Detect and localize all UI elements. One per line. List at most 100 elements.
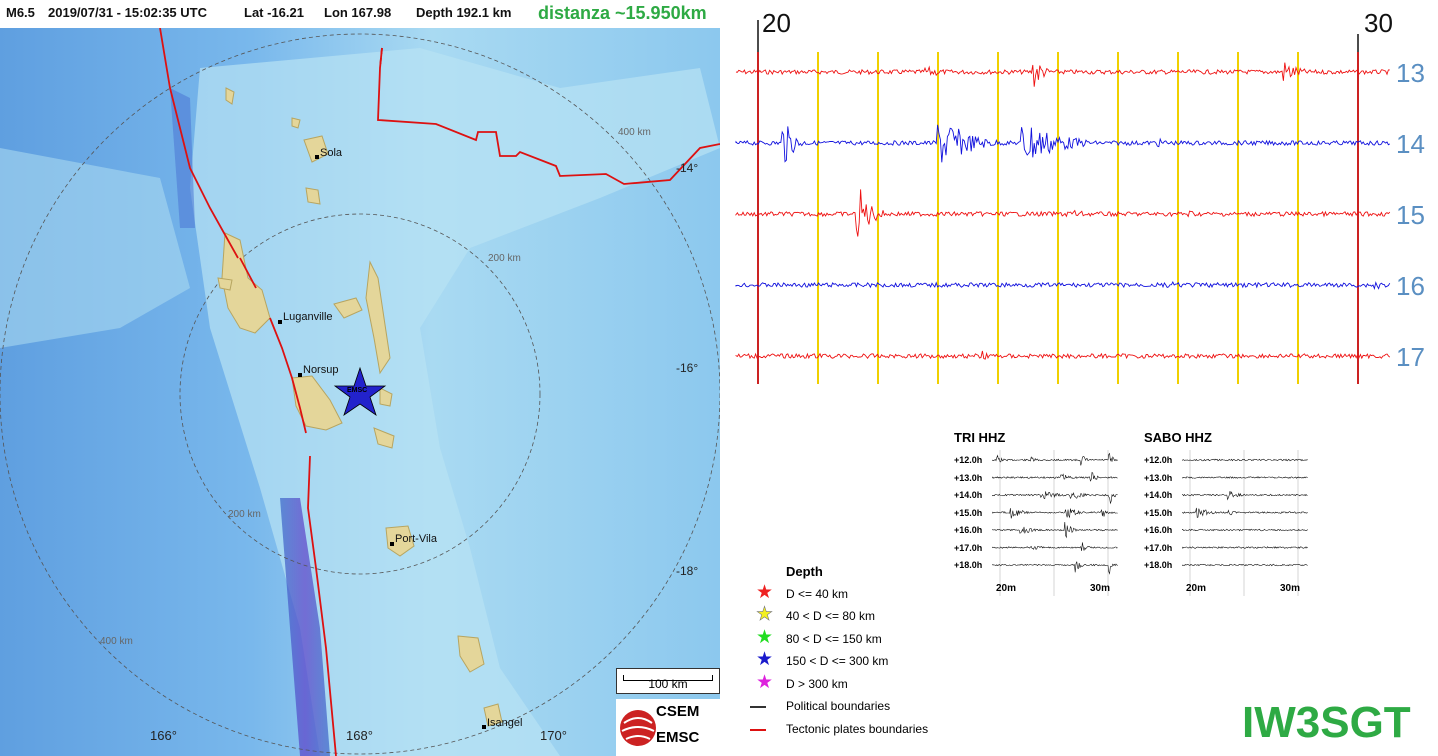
city-dot-isangel [482, 725, 486, 729]
heli-sabo-trace [1182, 563, 1308, 567]
star-blue-icon: ★ [756, 649, 774, 670]
row-label-14: 14 [1396, 129, 1425, 159]
helicorder-sabo-traces [1182, 450, 1308, 596]
heli-sabo-xtick-20: 20m [1186, 583, 1207, 594]
heli-tri-trace [992, 521, 1118, 539]
city-dot-norsup [298, 373, 302, 377]
event-header: M6.5 2019/07/31 - 15:02:35 UTC Lat -16.2… [0, 0, 760, 28]
heli-tri-trace [992, 542, 1118, 551]
longitude-label: Lon 167.98 [324, 5, 392, 20]
row-label-15: 15 [1396, 200, 1425, 230]
lat-tick-14: -14° [676, 161, 699, 175]
plateau-area [0, 148, 190, 348]
helicorder-tri-traces [992, 450, 1118, 596]
lon-tick-166: 166° [150, 728, 177, 743]
heli-sabo-trace [1182, 476, 1308, 479]
heli-tri-trace [992, 471, 1118, 482]
seismic-trace-16 [735, 280, 1391, 290]
trench-area [280, 498, 330, 756]
legend-label-political: Political boundaries [786, 699, 891, 713]
helicorder-tri-title: TRI HHZ [954, 430, 1006, 445]
heli-sabo-row-14: +14.0h [1144, 490, 1173, 500]
heli-sabo-xtick-30: 30m [1280, 583, 1301, 594]
heli-sabo-row-17: +17.0h [1144, 543, 1173, 553]
legend-label-d300: 150 < D <= 300 km [786, 654, 889, 668]
legend-label-dgt300: D > 300 km [786, 677, 848, 691]
helicorder-tri: TRI HHZ +12.0h +13.0h +14.0h +15.0h +16.… [954, 430, 1124, 600]
seismogram-canvas [735, 20, 1391, 384]
globe-logo-icon [620, 710, 656, 746]
tectonic-boundaries [159, 28, 720, 756]
heli-tri-row-17: +17.0h [954, 543, 983, 553]
station-callsign: IW3SGT [1242, 698, 1411, 747]
epicenter-map: Sola Luganville Norsup Port-Vila Isangel… [0, 28, 720, 756]
heli-tri-row-16: +16.0h [954, 525, 983, 535]
trench-north-area [170, 88, 195, 228]
ring-label-200km-ne: 200 km [488, 253, 521, 264]
distance-label: distanza ~15.950km [538, 3, 707, 23]
helicorder-sabo-title: SABO HHZ [1144, 430, 1212, 445]
depth-legend: Depth ★ D <= 40 km ★ 40 < D <= 80 km ★ 8… [750, 560, 970, 750]
star-red-icon: ★ [756, 582, 774, 603]
city-label-isangel: Isangel [487, 717, 523, 729]
legend-label-d40: D <= 40 km [786, 587, 849, 601]
ring-200km [179, 213, 541, 575]
city-label-sola: Sola [320, 147, 343, 159]
city-dot-port-vila [390, 542, 394, 546]
row-label-17: 17 [1396, 342, 1425, 372]
seismic-trace-13 [735, 62, 1390, 87]
seismic-trace-15 [735, 189, 1391, 237]
lon-tick-170: 170° [540, 728, 567, 743]
scale-label: 100 km [648, 677, 688, 691]
heli-sabo-trace [1182, 491, 1308, 501]
heli-tri-row-13: +13.0h [954, 473, 983, 483]
heli-sabo-row-18: +18.0h [1144, 560, 1173, 570]
heli-sabo-row-15: +15.0h [1144, 508, 1173, 518]
row-label-13: 13 [1396, 58, 1425, 88]
heli-tri-trace [992, 491, 1118, 505]
line-black-icon [750, 706, 766, 708]
heli-tri-xtick-20: 20m [996, 583, 1017, 594]
legend-label-d150: 80 < D <= 150 km [786, 632, 882, 646]
heli-tri-xtick-30: 30m [1090, 583, 1111, 594]
map-scale: 100 km [616, 668, 720, 694]
logo-csem-text: CSEM [656, 703, 700, 720]
heli-sabo-trace [1182, 458, 1308, 462]
islands [217, 87, 503, 727]
legend-label-d80: 40 < D <= 80 km [786, 609, 876, 623]
heli-tri-row-18: +18.0h [954, 560, 983, 570]
csem-emsc-logo: CSEM EMSC [616, 699, 720, 756]
logo-emsc-text: EMSC [656, 729, 700, 746]
heli-tri-trace [992, 508, 1118, 519]
city-label-norsup: Norsup [303, 364, 339, 376]
time-tick-30: 30 [1364, 8, 1393, 38]
heli-tri-trace [992, 561, 1118, 575]
lat-tick-18: -18° [676, 564, 699, 578]
datetime-label: 2019/07/31 - 15:02:35 UTC [48, 5, 207, 20]
latitude-label: Lat -16.21 [244, 5, 304, 20]
line-red-icon [750, 729, 766, 731]
map-canvas [0, 28, 720, 756]
event-star-icon [333, 366, 387, 417]
city-dot-luganville [278, 320, 282, 324]
magnitude-label: M6.5 [6, 5, 35, 20]
helicorder-sabo: SABO HHZ +12.0h +13.0h +14.0h +15.0h +16… [1144, 430, 1314, 600]
ring-label-400km-ne: 400 km [618, 127, 651, 138]
ring-label-400km-sw: 400 km [100, 636, 133, 647]
heli-sabo-row-16: +16.0h [1144, 525, 1173, 535]
city-dot-sola [315, 155, 319, 159]
legend-label-tectonic: Tectonic plates boundaries [786, 722, 929, 736]
scale-bar [623, 675, 713, 681]
seismic-trace-17 [735, 350, 1391, 360]
heli-sabo-trace [1182, 507, 1308, 518]
heli-tri-trace [992, 452, 1118, 466]
heli-sabo-row-12: +12.0h [1144, 455, 1173, 465]
depth-label: Depth 192.1 km [416, 5, 512, 20]
ring-400km [0, 33, 720, 755]
time-tick-20: 20 [762, 8, 791, 38]
star-green-icon: ★ [756, 627, 774, 648]
heli-tri-row-14: +14.0h [954, 490, 983, 500]
lon-tick-168: 168° [346, 728, 373, 743]
star-yellow-icon: ★ [756, 604, 774, 625]
lat-tick-16: -16° [676, 361, 699, 375]
